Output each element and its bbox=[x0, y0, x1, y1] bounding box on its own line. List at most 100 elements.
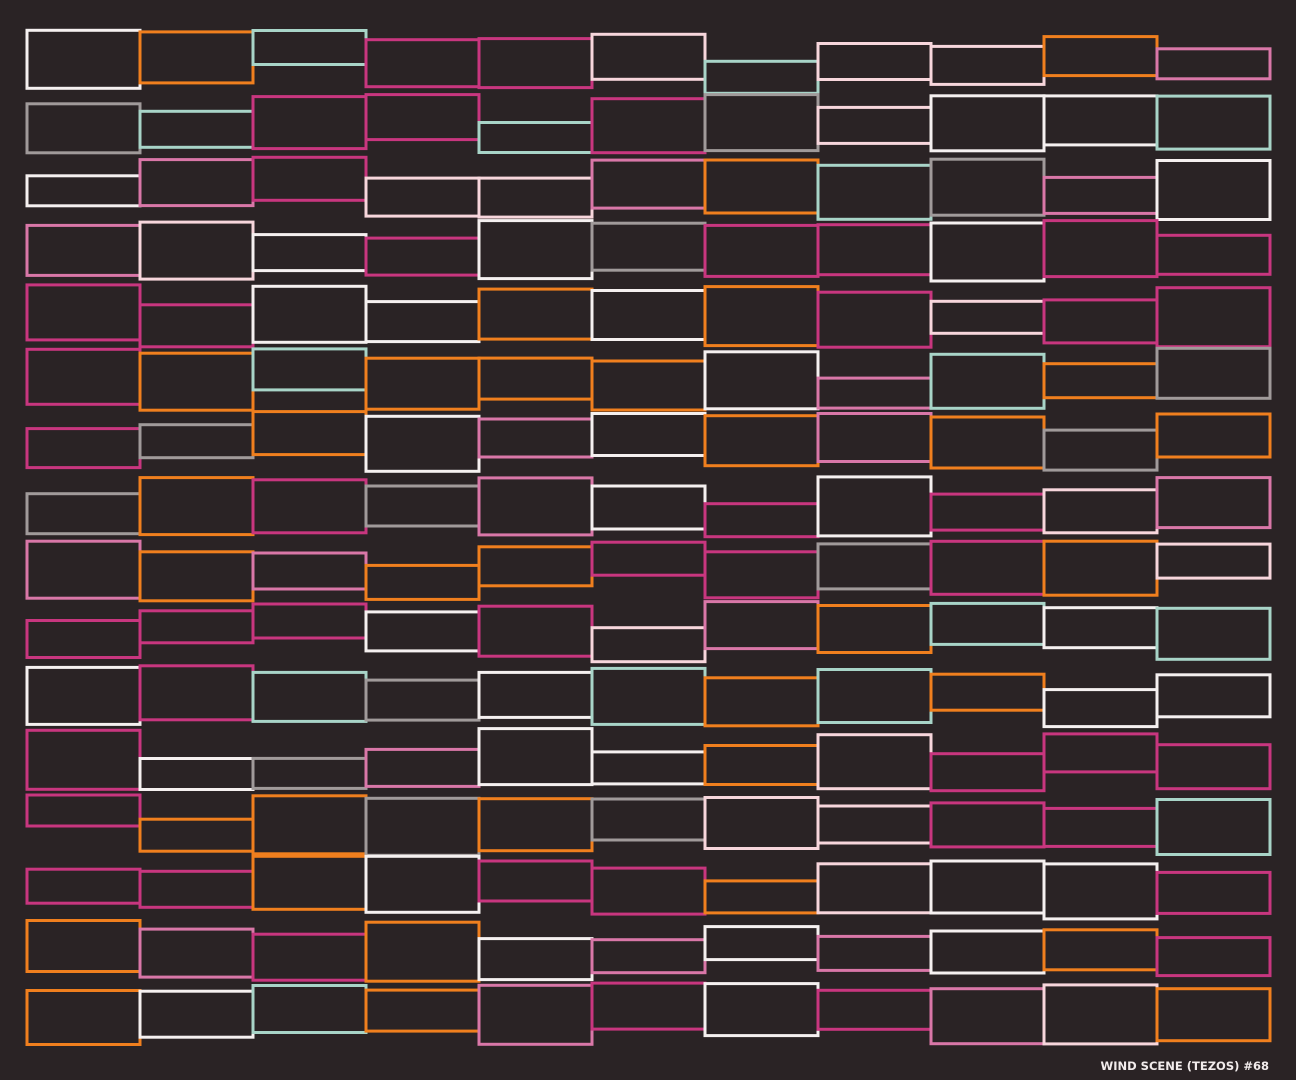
outline-box bbox=[138, 476, 255, 537]
outline-box bbox=[1042, 298, 1159, 345]
outline-box bbox=[929, 929, 1046, 975]
outline-box bbox=[364, 484, 481, 528]
outline-box bbox=[703, 676, 820, 728]
outline-box bbox=[590, 97, 707, 155]
outline-box bbox=[1042, 488, 1159, 535]
outline-box bbox=[816, 988, 933, 1031]
outline-box bbox=[1042, 983, 1159, 1046]
outline-box bbox=[364, 988, 481, 1033]
outline-box bbox=[703, 600, 820, 651]
outline-box bbox=[1155, 606, 1272, 661]
outline-box bbox=[1042, 539, 1159, 597]
outline-box bbox=[703, 350, 820, 411]
outline-box bbox=[590, 938, 707, 975]
outline-box bbox=[364, 356, 481, 411]
outline-box bbox=[138, 757, 255, 791]
outline-box bbox=[251, 95, 368, 151]
outline-box bbox=[364, 236, 481, 277]
outline-box bbox=[929, 299, 1046, 335]
outline-box bbox=[816, 668, 933, 724]
outline-box bbox=[1042, 928, 1159, 972]
outline-box bbox=[929, 352, 1046, 410]
outline-box bbox=[138, 109, 255, 149]
outline-box bbox=[251, 478, 368, 535]
outline-box bbox=[1155, 476, 1272, 530]
outline-box bbox=[590, 750, 707, 786]
outline-box bbox=[477, 219, 594, 281]
outline-box bbox=[251, 29, 368, 66]
outline-box bbox=[138, 817, 255, 853]
outline-box bbox=[25, 793, 142, 828]
outline-box bbox=[703, 93, 820, 153]
outline-box bbox=[25, 174, 142, 208]
outline-box bbox=[477, 859, 594, 903]
outline-box bbox=[703, 59, 820, 95]
outline-box bbox=[929, 492, 1046, 532]
outline-box bbox=[703, 502, 820, 539]
caption: WIND SCENE (TEZOS) #68 bbox=[1101, 1059, 1269, 1073]
outline-box bbox=[929, 539, 1046, 596]
outline-box bbox=[25, 283, 142, 342]
outline-box bbox=[1155, 346, 1272, 400]
outline-box bbox=[138, 303, 255, 349]
outline-box bbox=[477, 287, 594, 341]
outline-box bbox=[251, 794, 368, 856]
outline-box bbox=[1155, 798, 1272, 856]
outline-box bbox=[138, 664, 255, 722]
outline-box bbox=[1042, 606, 1159, 650]
outline-box bbox=[590, 412, 707, 457]
outline-box bbox=[1042, 688, 1159, 729]
outline-box bbox=[138, 158, 255, 208]
outline-box bbox=[364, 38, 481, 89]
outline-box bbox=[1042, 732, 1159, 774]
outline-box bbox=[251, 410, 368, 457]
outline-box bbox=[929, 672, 1046, 712]
outline-box bbox=[364, 610, 481, 653]
outline-box bbox=[1155, 743, 1272, 791]
outline-box bbox=[138, 351, 255, 412]
outline-box bbox=[138, 927, 255, 979]
outline-box bbox=[1042, 806, 1159, 848]
outline-box bbox=[251, 347, 368, 392]
outline-box bbox=[816, 105, 933, 145]
outline-box bbox=[364, 563, 481, 601]
outline-box bbox=[1042, 362, 1159, 400]
outline-box bbox=[929, 801, 1046, 849]
outline-box bbox=[1155, 94, 1272, 151]
outline-box bbox=[816, 862, 933, 915]
outline-box bbox=[1155, 159, 1272, 221]
outline-box bbox=[477, 983, 594, 1046]
outline-box bbox=[477, 937, 594, 982]
outline-box bbox=[1155, 412, 1272, 459]
outline-box bbox=[25, 728, 142, 791]
outline-box bbox=[703, 158, 820, 215]
outline-box bbox=[703, 414, 820, 468]
outline-box bbox=[138, 550, 255, 603]
outline-box bbox=[816, 733, 933, 791]
outline-box bbox=[590, 32, 707, 81]
outline-box bbox=[25, 347, 142, 406]
outline-box bbox=[816, 542, 933, 591]
outline-box bbox=[251, 233, 368, 273]
outline-box bbox=[590, 866, 707, 916]
outline-box bbox=[251, 932, 368, 982]
outline-box bbox=[138, 989, 255, 1039]
outline-box bbox=[816, 163, 933, 221]
outline-box bbox=[816, 804, 933, 845]
outline-box bbox=[138, 609, 255, 645]
outline-box bbox=[477, 121, 594, 154]
outline-box bbox=[25, 28, 142, 90]
outline-box bbox=[929, 987, 1046, 1046]
outline-box bbox=[25, 539, 142, 600]
outline-box bbox=[929, 157, 1046, 217]
outline-box bbox=[1042, 428, 1159, 472]
outline-box bbox=[816, 934, 933, 972]
outline-box bbox=[703, 223, 820, 278]
outline-box bbox=[138, 220, 255, 281]
outline-box bbox=[816, 290, 933, 349]
outline-box bbox=[816, 604, 933, 654]
outline-box bbox=[477, 797, 594, 853]
outline-box bbox=[929, 415, 1046, 470]
outline-box bbox=[25, 919, 142, 973]
